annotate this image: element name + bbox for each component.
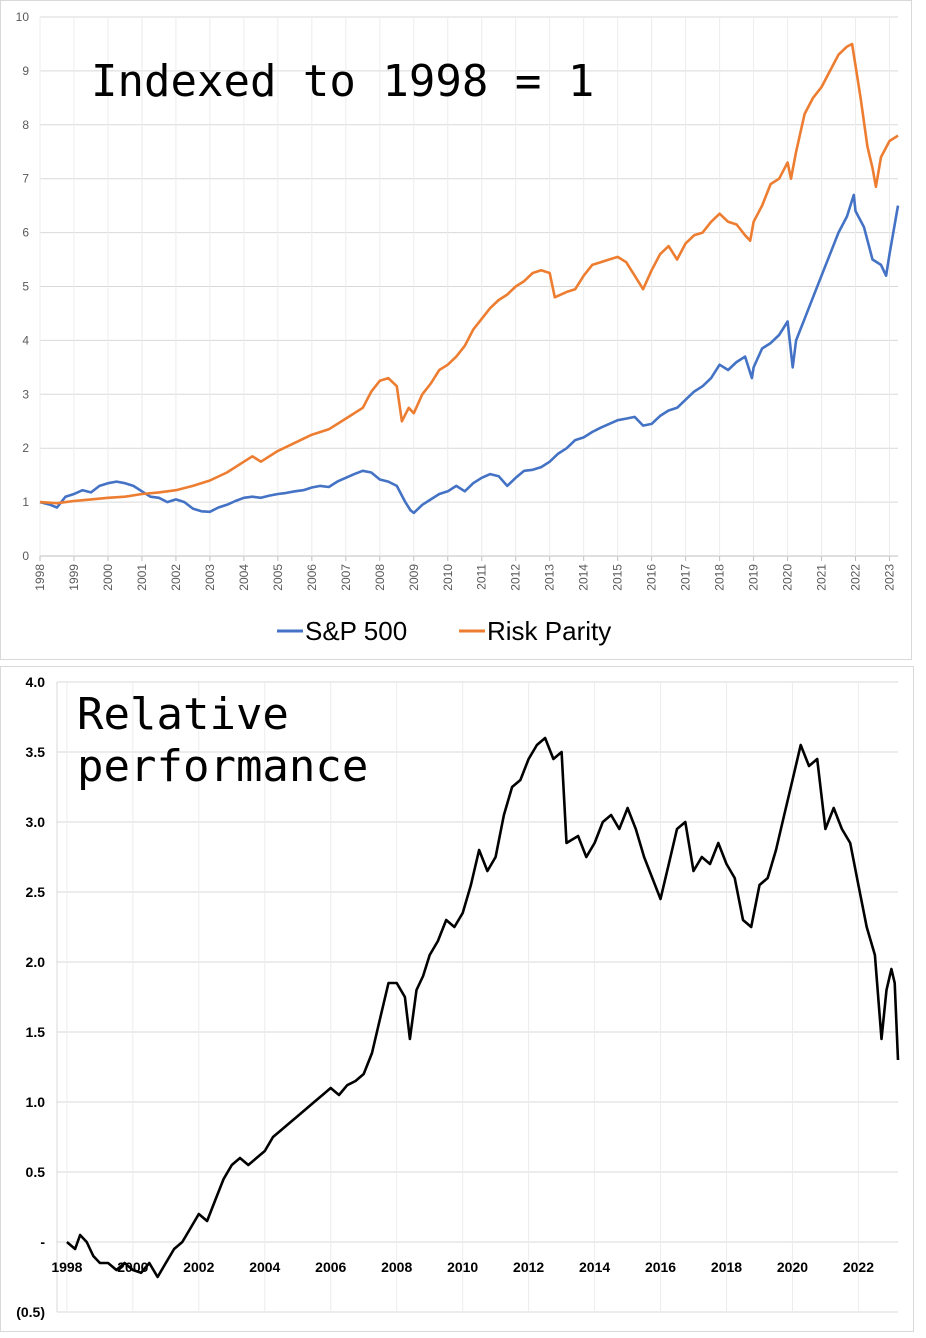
y-tick-label: 1.0	[26, 1094, 46, 1110]
y-tick-label: 1.5	[26, 1024, 46, 1040]
x-tick-label: 2015	[611, 564, 625, 591]
x-tick-label: 2000	[101, 564, 115, 591]
x-tick-label: 2006	[305, 564, 319, 591]
sp500-series-line	[39, 193, 900, 515]
legend: S&P 500 Risk Parity	[277, 616, 611, 646]
x-tick-labels: 1998 1999 2000 2001 2002 2003 2004 2005 2006 2007…	[33, 564, 897, 591]
x-tick-label: 2021	[815, 564, 829, 591]
x-tick-label: 2011	[475, 564, 489, 590]
y-tick-label: 9	[22, 64, 29, 78]
relative-performance-line	[66, 736, 900, 1279]
y-tick-label: 10	[16, 10, 30, 24]
risk-parity-series-line	[39, 42, 899, 505]
chart-title-line-1: Relative	[77, 689, 289, 740]
series-lines	[66, 736, 900, 1279]
x-tick-label: 2008	[381, 1259, 412, 1275]
y-tick-labels: (0.5) - 0.5 1.0 1.5 2.0 2.5 3.0 3.5 4.0	[16, 674, 45, 1320]
x-tick-label: 2004	[237, 564, 251, 591]
x-tick-label: 2003	[203, 564, 217, 591]
y-tick-label: 2.5	[26, 884, 46, 900]
x-tick-label: 2012	[513, 1259, 544, 1275]
grid-lines	[56, 681, 898, 1313]
x-tick-label: 2004	[249, 1259, 280, 1275]
x-tick-label: 1999	[67, 564, 81, 591]
x-tick-label: 1998	[51, 1259, 82, 1275]
x-tick-label: 2009	[407, 564, 421, 591]
x-tick-label: 2002	[169, 564, 183, 591]
y-tick-label: 1	[22, 495, 29, 509]
x-tick-label: 2001	[135, 564, 149, 591]
x-tick-label: 2020	[777, 1259, 808, 1275]
legend-label-risk-parity: Risk Parity	[487, 616, 611, 646]
indexed-chart-panel: 0 1 2 3 4 5 6 7 8 9 10 1998 1999 2000 2001 2002 2003 200…	[0, 0, 912, 660]
x-tick-label: 2014	[577, 564, 591, 591]
x-tick-label: 2020	[781, 564, 795, 591]
x-tick-label: 2012	[509, 564, 523, 591]
y-tick-label: 3.0	[26, 814, 46, 830]
x-tick-label: 2010	[441, 564, 455, 591]
x-tick-label: 2008	[373, 564, 387, 591]
y-tick-label: -	[40, 1234, 45, 1250]
x-tick-label: 2006	[315, 1259, 346, 1275]
x-tick-label: 2005	[271, 564, 285, 591]
x-tick-label: 2016	[645, 564, 659, 591]
x-tick-label: 2007	[339, 564, 353, 591]
x-tick-label: 2002	[183, 1259, 214, 1275]
grid-lines	[39, 16, 898, 561]
y-tick-label: 2	[22, 441, 29, 455]
y-tick-label: 4	[22, 333, 29, 347]
x-tick-label: 2022	[843, 1259, 874, 1275]
chart-title: Indexed to 1998 = 1	[91, 56, 594, 107]
y-tick-label: 4.0	[26, 674, 46, 690]
series-lines	[39, 42, 900, 515]
y-tick-label: 6	[22, 226, 29, 240]
x-tick-label: 2010	[447, 1259, 478, 1275]
y-tick-label: 0.5	[26, 1164, 46, 1180]
x-tick-label: 2016	[645, 1259, 676, 1275]
x-tick-label: 2000	[117, 1259, 148, 1275]
x-tick-label: 1998	[33, 564, 47, 591]
relative-chart-panel: (0.5) - 0.5 1.0 1.5 2.0 2.5 3.0 3.5 4.0 1998 2000 2…	[0, 666, 914, 1332]
y-tick-labels: 0 1 2 3 4 5 6 7 8 9 10	[16, 10, 30, 563]
x-tick-label: 2018	[713, 564, 727, 591]
x-tick-label: 2019	[747, 564, 761, 591]
x-tick-label: 2014	[579, 1259, 610, 1275]
y-tick-label: 2.0	[26, 954, 46, 970]
y-tick-label: 8	[22, 118, 29, 132]
y-tick-label: 3	[22, 387, 29, 401]
x-tick-label: 2013	[543, 564, 557, 591]
x-tick-label: 2023	[883, 564, 897, 591]
x-tick-label: 2018	[711, 1259, 742, 1275]
x-tick-labels: 1998 2000 2002 2004 2006 2008 2010 2012 2014 2016…	[51, 1259, 874, 1275]
indexed-chart-svg: 0 1 2 3 4 5 6 7 8 9 10 1998 1999 2000 2001 2002 2003 200…	[16, 10, 900, 646]
y-tick-label: 3.5	[26, 744, 46, 760]
chart-title-line-2: performance	[77, 741, 368, 792]
y-tick-label: (0.5)	[16, 1304, 45, 1320]
x-tick-label: 2022	[849, 564, 863, 591]
chart-title: Relative performance	[77, 689, 368, 792]
legend-label-sp500: S&P 500	[305, 616, 407, 646]
x-tick-label: 2017	[679, 564, 693, 591]
y-tick-label: 5	[22, 280, 29, 294]
y-tick-label: 7	[22, 172, 29, 186]
relative-chart-svg: (0.5) - 0.5 1.0 1.5 2.0 2.5 3.0 3.5 4.0 1998 2000 2…	[16, 674, 900, 1320]
y-tick-label: 0	[22, 549, 29, 563]
